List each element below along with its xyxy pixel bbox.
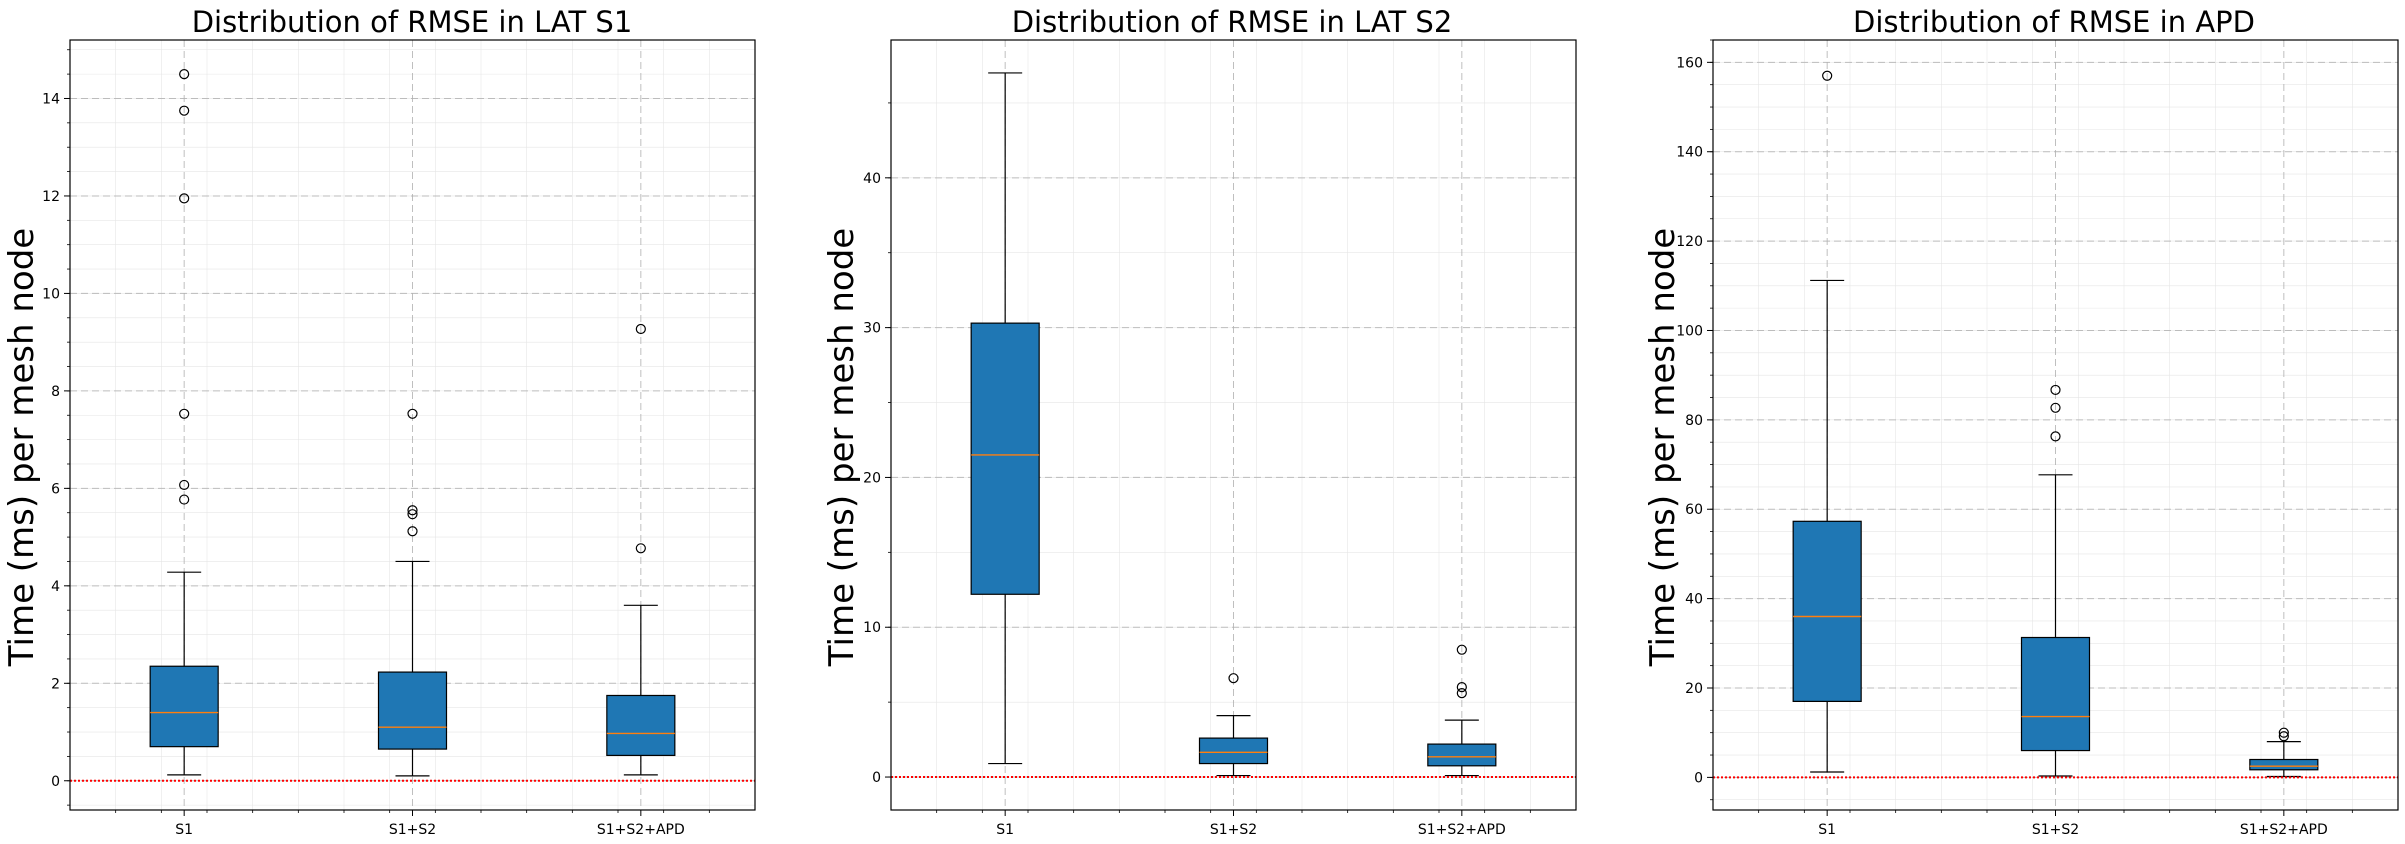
y-tick-label: 160 — [1676, 55, 1703, 71]
y-tick-label: 60 — [1685, 502, 1703, 518]
y-tick-label: 8 — [51, 384, 60, 400]
x-tick-label: S1 — [175, 822, 193, 838]
outlier-point — [407, 509, 418, 520]
box-iqr — [2020, 636, 2091, 752]
box-s1 — [149, 69, 219, 776]
x-tick-label: S1+S2+APD — [597, 822, 685, 838]
x-tick-label: S1+S2+APD — [1418, 822, 1506, 838]
outlier-point — [407, 526, 418, 537]
axes-frame — [69, 39, 756, 811]
x-tick-label: S1+S2 — [2032, 822, 2079, 838]
x-tick-label: S1 — [1818, 822, 1836, 838]
box-iqr — [970, 322, 1040, 595]
x-tick-label: S1+S2 — [389, 822, 436, 838]
box-iqr — [1792, 520, 1862, 703]
box-s1 — [970, 72, 1040, 765]
y-tick-label: 0 — [1694, 770, 1703, 786]
y-tick-label: 30 — [863, 321, 881, 337]
y-tick-label: 140 — [1676, 145, 1703, 161]
x-tick-label: S1+S2 — [1210, 822, 1257, 838]
y-tick-label: 20 — [863, 470, 881, 486]
y-tick-label: 40 — [863, 171, 881, 187]
x-tick-label: S1 — [996, 822, 1014, 838]
outlier-point — [2050, 402, 2061, 413]
y-tick-label: 20 — [1685, 681, 1703, 697]
outlier-point — [179, 408, 190, 419]
y-tick-label: 6 — [51, 481, 60, 497]
chart-title: Distribution of RMSE in LAT S2 — [1012, 5, 1453, 39]
plot-area: 0 2 4 6 8 10 12 14 S1 S1+S2 S1+S2+APD — [42, 39, 756, 838]
box-iqr — [606, 694, 676, 757]
outlier-point — [407, 408, 418, 419]
y-tick-label: 10 — [863, 620, 881, 636]
y-tick-label: 10 — [42, 286, 60, 302]
y-tick-label: 0 — [872, 770, 881, 786]
y-tick-label: 100 — [1676, 323, 1703, 339]
outlier-point — [179, 69, 190, 80]
outlier-point — [1456, 682, 1467, 693]
outlier-point — [179, 193, 190, 204]
box-s1-s2 — [2020, 384, 2091, 777]
outlier-point — [635, 543, 646, 554]
panel-lat-s2: Distribution of RMSE in LAT S2 Time (ms)… — [822, 5, 1577, 838]
x-tick-label: S1+S2+APD — [2240, 822, 2328, 838]
box-s1 — [1792, 70, 1862, 773]
chart-title: Distribution of RMSE in LAT S1 — [192, 5, 633, 39]
outlier-point — [179, 105, 190, 116]
y-tick-label: 120 — [1676, 234, 1703, 250]
y-axis-label: Time (ms) per mesh node — [2, 228, 42, 667]
y-tick-label: 80 — [1685, 413, 1703, 429]
y-tick-label: 14 — [42, 91, 60, 107]
outlier-point — [1456, 688, 1467, 699]
box-iqr — [149, 665, 219, 748]
outlier-point — [179, 494, 190, 505]
axes-frame — [1712, 39, 2399, 811]
outlier-point — [407, 505, 418, 516]
outlier-point — [635, 323, 646, 335]
outlier-point — [2050, 384, 2061, 396]
box-iqr — [2249, 758, 2319, 771]
box-s1-s2 — [1198, 673, 1269, 777]
box-s1-s2 — [377, 408, 448, 777]
box-iqr — [1427, 743, 1497, 767]
plot-area: 0 10 20 30 40 S1 S1+S2 S1+S2+APD — [863, 39, 1577, 838]
y-tick-label: 0 — [51, 774, 60, 790]
box-s1-s2-apd — [2249, 727, 2319, 778]
box-s1-s2-apd — [606, 323, 676, 776]
outlier-point — [2278, 727, 2289, 738]
box-iqr — [1198, 737, 1269, 765]
y-axis-label: Time (ms) per mesh node — [822, 228, 862, 667]
box-s1-s2-apd — [1427, 644, 1497, 777]
outlier-point — [1228, 673, 1239, 684]
y-tick-label: 4 — [51, 579, 60, 595]
panel-lat-s1: Distribution of RMSE in LAT S1 Time (ms)… — [2, 5, 756, 838]
axes-frame — [890, 39, 1577, 811]
y-tick-label: 12 — [42, 189, 60, 205]
y-axis-label: Time (ms) per mesh node — [1643, 228, 1683, 667]
box-iqr — [377, 671, 448, 750]
y-tick-label: 2 — [51, 676, 60, 692]
outlier-point — [2050, 431, 2061, 442]
outlier-point — [1456, 644, 1467, 655]
outlier-point — [179, 479, 190, 491]
panel-apd: Distribution of RMSE in APD Time (ms) pe… — [1643, 5, 2399, 838]
plot-area: 0 20 40 60 80 100 120 140 160 S1 S1+S2 S1+S2+APD — [1676, 39, 2399, 838]
outlier-point — [1822, 70, 1833, 81]
outlier-point — [2278, 731, 2289, 742]
chart-title: Distribution of RMSE in APD — [1853, 5, 2255, 39]
y-tick-label: 40 — [1685, 592, 1703, 608]
